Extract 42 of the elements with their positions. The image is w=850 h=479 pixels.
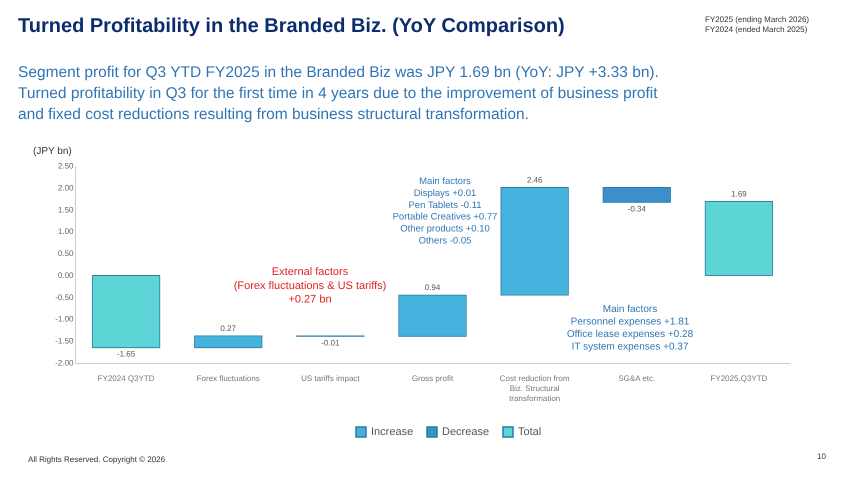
bar	[92, 275, 160, 348]
x-tick-label: FY2025.Q3YTD	[710, 374, 768, 383]
y-tick-label: 1.50	[58, 205, 74, 214]
annotation: Main factors Personnel expenses +1.81 Office lease expenses +0.28 IT system expenses +0.37	[566, 304, 694, 352]
legend-label: Increase	[371, 426, 414, 438]
x-tick-label: US tariffs impact	[301, 374, 360, 383]
data-label: 2.46	[526, 175, 543, 184]
y-axis-title: (JPY bn)	[33, 146, 72, 157]
y-tick-label: 0.00	[58, 270, 74, 280]
bar	[194, 335, 262, 348]
x-tick-label: Gross profit	[412, 374, 454, 383]
y-tick-label: 2.50	[58, 162, 74, 170]
y-tick-label: -1.00	[55, 314, 74, 324]
x-tick-label: FY2024 Q3YTD	[98, 374, 155, 383]
bar	[500, 187, 569, 296]
text: All Rights Reserved. Copyright © 2026	[28, 455, 166, 464]
legend-label: Total	[518, 426, 542, 438]
y-tick-label: 0.50	[58, 249, 74, 258]
data-label: -0.34	[628, 204, 646, 214]
data-label: 0.94	[424, 283, 441, 292]
data-label: -0.01	[321, 338, 340, 348]
bar	[602, 187, 671, 203]
y-tick-label: 2.00	[58, 183, 74, 192]
data-label: 1.69	[731, 189, 748, 198]
legend-label: Decrease	[442, 426, 490, 438]
y-tick-label: -0.50	[55, 292, 74, 302]
annotation: Main factors Displays +0.01 Pen Tablets -0.11 Portable Creatives +0.77 Other products +0.10 Others -0.05	[392, 176, 498, 246]
annotation: External factors (Forex fluctuations & US tariffs) +0.27 bn	[234, 266, 386, 306]
x-tick-label: Cost reduction from Biz. Structural transformation	[500, 374, 570, 403]
chart-subtitle: Segment profit for Q3 YTD FY2025 in the Branded Biz was JPY 1.69 bn (YoY: JPY +3.33 bn). Turned profitability in Q3 for the first time in 4 years due to the improvement of business profit and fixed cost reductions resulting from business structural transformation.	[18, 64, 659, 123]
bar	[704, 201, 774, 276]
text: FY2025 (ending March 2026) FY2024 (ended March 2025)	[705, 15, 810, 34]
text: 10	[817, 452, 826, 461]
y-tick-label: 1.00	[58, 227, 74, 236]
chart-title: Turned Profitability in the Branded Biz. (YoY Comparison)	[18, 15, 565, 37]
data-label: 0.27	[220, 324, 237, 333]
y-tick-label: -1.50	[55, 336, 74, 346]
data-label: -1.65	[116, 350, 136, 359]
x-tick-label: Forex fluctuations	[196, 374, 260, 383]
x-tick-label: SG&A etc.	[618, 374, 656, 383]
bar	[398, 294, 467, 337]
y-tick-label: -2.00	[55, 358, 74, 368]
